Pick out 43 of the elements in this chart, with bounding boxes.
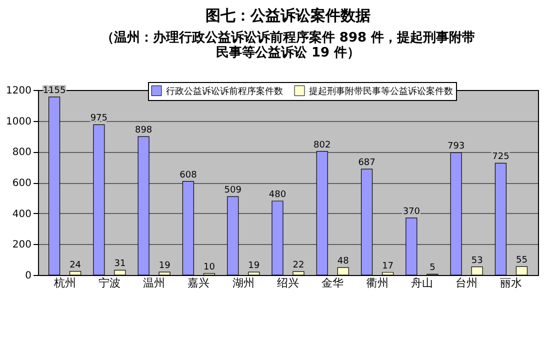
legend-label: 提起刑事附带民事等公益诉讼案件数 (309, 86, 453, 97)
data-label: 22 (292, 260, 304, 271)
data-label: 725 (492, 152, 510, 162)
y-tick-label: 1200 (6, 86, 32, 96)
data-label: 10 (203, 262, 216, 272)
x-tick-label: 湖州 (232, 276, 254, 290)
y-tick-label: 800 (12, 147, 32, 158)
data-label: 370 (402, 206, 420, 217)
y-tick-label: 400 (12, 208, 32, 220)
y-tick-label: 600 (12, 178, 32, 189)
x-tick-label: 嘉兴 (188, 276, 210, 290)
data-label: 55 (516, 256, 528, 266)
data-label: 793 (447, 142, 465, 152)
data-label: 53 (471, 256, 483, 266)
y-tick-label: 200 (12, 240, 32, 251)
y-tick-label: 1000 (6, 116, 32, 128)
data-label: 480 (268, 190, 286, 200)
data-label: 509 (224, 186, 242, 196)
data-label: 31 (114, 259, 126, 270)
data-label: 17 (382, 261, 394, 272)
data-label: 687 (358, 158, 376, 168)
x-tick-label: 衢州 (366, 276, 388, 290)
x-tick-label: 舟山 (410, 276, 433, 290)
y-tick-label: 0 (25, 270, 32, 282)
data-label: 19 (248, 261, 260, 272)
legend-label: 行政公益诉讼诉前程序案件数 (166, 86, 283, 97)
x-tick-label: 丽水 (500, 276, 522, 290)
data-label: 19 (158, 261, 171, 272)
data-label: 5 (430, 263, 436, 274)
data-label: 48 (337, 256, 350, 267)
data-label: 24 (70, 260, 82, 270)
x-tick-label: 宁波 (98, 276, 120, 290)
x-tick-label: 金华 (322, 276, 344, 290)
x-tick-label: 杭州 (52, 276, 76, 290)
data-label: 898 (134, 126, 152, 136)
data-label: 975 (90, 114, 108, 124)
chart-title: 图七：公益诉讼案件数据 (206, 6, 370, 24)
x-tick-label: 温州 (143, 276, 166, 290)
data-label: 802 (314, 140, 331, 150)
x-tick-label: 台州 (456, 276, 478, 290)
chart-subtitle: （温州：办理行政公益诉讼诉前程序案件 898 件，提起刑事附带民事等公益诉讼 19 件） (100, 30, 476, 60)
data-label: 608 (180, 170, 198, 180)
x-tick-label: 绍兴 (277, 276, 299, 290)
